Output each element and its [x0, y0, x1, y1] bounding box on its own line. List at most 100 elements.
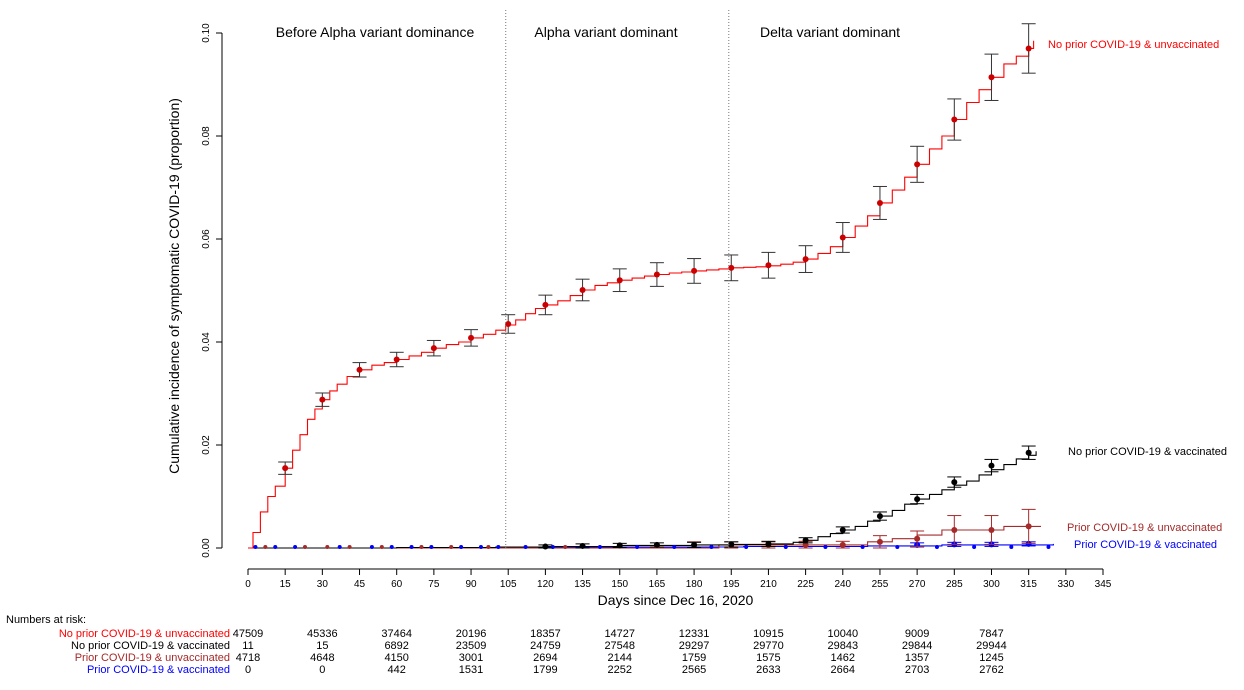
- period-label-3: Delta variant dominant: [760, 24, 900, 40]
- risk-cell: 10915: [753, 628, 784, 640]
- x-tick-label: 345: [1095, 579, 1112, 590]
- risk-row-3: Prior COVID-19 & unvaccinated 4718 4648 415…: [0, 652, 1244, 664]
- x-tick-label: 0: [245, 579, 251, 590]
- data-point: [839, 526, 846, 533]
- series-line-1: [248, 40, 1035, 549]
- data-point: [839, 541, 846, 548]
- risk-cell: 14727: [604, 628, 636, 640]
- y-tick-label: 0.08: [201, 126, 212, 146]
- axes: 0 15 30 45 60 75 90 105 120 135 150 165 180 195 210 225…: [201, 10, 1112, 590]
- risk-cell: 6892: [384, 640, 409, 652]
- risk-row-label: No prior COVID-19 & unvaccinated: [58, 628, 230, 640]
- data-point: [653, 271, 660, 278]
- risk-cell: 4648: [310, 652, 335, 664]
- risk-cell: 37464: [381, 628, 412, 640]
- baseline-point: [293, 544, 298, 549]
- baseline-point: [449, 544, 454, 549]
- risk-cell: 1575: [756, 652, 781, 664]
- baseline-point: [972, 544, 977, 549]
- x-tick-label: 30: [317, 579, 329, 590]
- risk-cell: 29843: [827, 640, 859, 652]
- baseline-point: [895, 544, 900, 549]
- baseline-point: [369, 544, 374, 549]
- numbers-at-risk-table: Numbers at risk: No prior COVID-19 & unv…: [0, 612, 1244, 690]
- y-tick-label: 0.02: [201, 435, 212, 455]
- data-point: [393, 356, 400, 363]
- data-point: [505, 320, 512, 327]
- data-point: [728, 264, 735, 271]
- period-label-1: Before Alpha variant dominance: [276, 24, 475, 40]
- risk-cell: 1799: [533, 664, 558, 676]
- data-point: [951, 479, 958, 486]
- risk-cell: 20196: [455, 628, 487, 640]
- x-tick-label: 15: [280, 579, 292, 590]
- data-point: [839, 234, 846, 241]
- risk-row-label: Prior COVID-19 & unvaccinated: [74, 652, 230, 664]
- series-end-label-3: Prior COVID-19 & unvaccinated: [1067, 522, 1222, 534]
- series-line-3: [248, 525, 1041, 549]
- baseline-point: [744, 544, 749, 549]
- baseline-point: [783, 544, 788, 549]
- risk-cell: 27548: [604, 640, 636, 652]
- x-tick-label: 285: [946, 579, 963, 590]
- x-tick-label: 225: [797, 579, 814, 590]
- risk-row-4: Prior COVID-19 & vaccinated 0 0 442 1531 1799…: [0, 664, 1244, 676]
- data-point: [728, 541, 735, 548]
- risk-cell: 11: [242, 640, 254, 652]
- baseline-point: [347, 544, 352, 549]
- risk-cell: 442: [387, 664, 406, 676]
- labels: Days since Dec 16, 2020 Cumulative incide…: [166, 24, 1227, 608]
- risk-cell: 23509: [455, 640, 487, 652]
- risk-cell: 29297: [678, 640, 710, 652]
- data-point: [914, 535, 921, 542]
- baseline-point: [823, 544, 828, 549]
- baseline-point: [325, 544, 330, 549]
- data-point: [876, 199, 883, 206]
- risk-cell: 2703: [904, 664, 930, 676]
- x-tick-label: 165: [649, 579, 666, 590]
- numbers-at-risk-title: Numbers at risk:: [6, 614, 87, 626]
- baseline-point: [253, 544, 258, 549]
- risk-row-2: No prior COVID-19 & vaccinated 11 15 6892 23…: [0, 640, 1244, 652]
- risk-cell: 18357: [530, 628, 561, 640]
- risk-cell: 7847: [979, 628, 1004, 640]
- data-point: [765, 540, 772, 547]
- data-point: [579, 286, 586, 293]
- data-point: [1025, 523, 1032, 530]
- data-point: [1025, 45, 1032, 52]
- risk-cell: 10040: [827, 628, 859, 640]
- baseline-point: [419, 544, 424, 549]
- risk-row-label: No prior COVID-19 & vaccinated: [71, 640, 230, 652]
- risk-cell: 0: [244, 664, 252, 676]
- risk-cell: 1245: [979, 652, 1004, 664]
- risk-cell: 45336: [307, 628, 338, 640]
- x-tick-label: 180: [686, 579, 703, 590]
- data-point: [542, 301, 549, 308]
- data-point: [691, 541, 698, 548]
- baseline-point: [273, 544, 278, 549]
- baseline-point: [1009, 544, 1014, 549]
- baseline-point: [303, 544, 307, 549]
- data-point: [430, 345, 437, 352]
- data-point: [1025, 449, 1032, 456]
- risk-cell: 15: [316, 640, 329, 652]
- data-point: [579, 542, 586, 549]
- risk-cell: 9009: [904, 628, 930, 640]
- risk-cell: 1462: [830, 652, 856, 664]
- data-point: [1025, 540, 1032, 547]
- risk-cell: 12331: [678, 628, 710, 640]
- data-point: [765, 262, 772, 269]
- risk-cell: 29844: [901, 640, 933, 652]
- x-tick-label: 120: [537, 579, 554, 590]
- data-point: [468, 334, 475, 341]
- cumulative-incidence-chart: 0 15 30 45 60 75 90 105 120 135 150 165 180 195 210 225…: [166, 10, 1227, 608]
- data-point: [542, 543, 549, 550]
- x-tick-label: 105: [500, 579, 517, 590]
- data-point: [914, 496, 921, 503]
- baseline-point: [1046, 544, 1051, 549]
- data-point: [988, 526, 995, 533]
- data-point: [616, 277, 623, 284]
- data-point: [951, 116, 958, 123]
- series-end-label-1: No prior COVID-19 & unvaccinated: [1048, 39, 1219, 51]
- data-point: [802, 537, 809, 544]
